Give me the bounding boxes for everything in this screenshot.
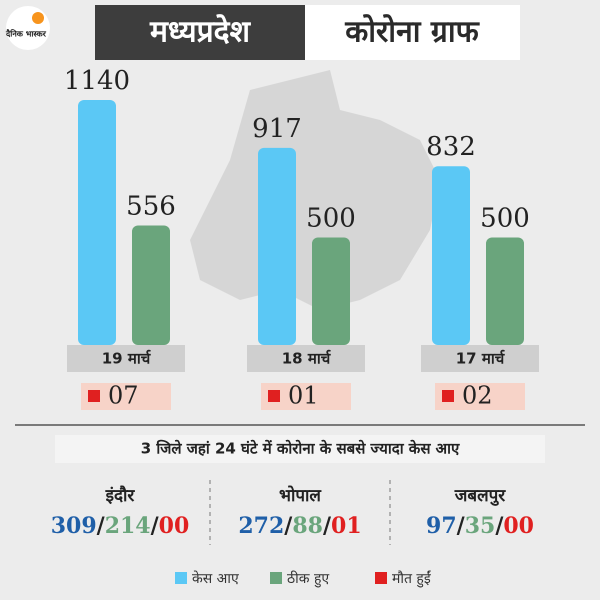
- district-value: 35: [465, 513, 496, 539]
- legend-label: मौत हुईं: [392, 570, 432, 588]
- bar: [486, 237, 524, 345]
- date-box: [421, 345, 539, 372]
- death-label: 02: [462, 382, 493, 410]
- legend-swatch: [270, 572, 282, 584]
- bar: [78, 100, 116, 345]
- value-label: 832: [426, 132, 476, 162]
- date-box: [67, 345, 185, 372]
- district-value: 272: [238, 513, 284, 539]
- header-title-box: [305, 5, 520, 60]
- death-marker: [442, 390, 454, 402]
- district-title-box: [55, 435, 545, 463]
- separator: /: [495, 513, 504, 539]
- value-label: 556: [126, 192, 176, 222]
- header-region-box: [95, 5, 305, 60]
- district-value: 01: [331, 513, 362, 539]
- district-name: भोपाल: [279, 485, 322, 506]
- district-value: 88: [292, 513, 323, 539]
- bar: [258, 147, 296, 345]
- date-label: 18 मार्च: [282, 350, 332, 368]
- header-region: मध्यप्रदेश: [149, 14, 252, 50]
- value-label: 500: [480, 204, 530, 234]
- death-label: 07: [108, 382, 139, 410]
- logo-badge: [6, 6, 50, 50]
- death-marker: [268, 390, 280, 402]
- logo-sun: [32, 12, 44, 24]
- date-label: 19 मार्च: [102, 350, 152, 368]
- death-marker: [88, 390, 100, 402]
- district-title: 3 जिले जहां 24 घंटे में कोरोना के सबसे ज…: [141, 440, 460, 458]
- value-label: 917: [252, 114, 302, 144]
- legend-swatch: [175, 572, 187, 584]
- separator: /: [97, 513, 106, 539]
- legend-label: ठीक हुए: [287, 570, 329, 588]
- bar: [312, 237, 350, 345]
- separator: /: [323, 513, 332, 539]
- value-label: 500: [306, 204, 356, 234]
- district-stats: 97/35/00: [426, 513, 534, 539]
- logo-text: दैनिक भास्कर: [5, 29, 47, 39]
- district-value: 309: [51, 513, 97, 539]
- date-label: 17 मार्च: [456, 350, 506, 368]
- date-box: [247, 345, 365, 372]
- legend-swatch: [375, 572, 387, 584]
- value-label: 1140: [64, 66, 130, 96]
- header-title: कोरोना ग्राफ: [344, 14, 480, 50]
- death-label: 01: [288, 382, 319, 410]
- district-stats: 309/214/00: [51, 513, 190, 539]
- map-silhouette: [190, 70, 440, 310]
- bar: [132, 225, 170, 345]
- separator: /: [457, 513, 466, 539]
- separator: /: [284, 513, 293, 539]
- district-value: 97: [426, 513, 457, 539]
- district-value: 00: [503, 513, 534, 539]
- district-name: जबलपुर: [454, 486, 507, 506]
- district-stats: 272/88/01: [238, 513, 361, 539]
- district-name: इंदौर: [105, 485, 136, 506]
- separator: /: [151, 513, 160, 539]
- bar: [432, 166, 470, 345]
- district-value: 00: [159, 513, 190, 539]
- district-value: 214: [105, 513, 151, 539]
- legend-label: केस आए: [192, 570, 239, 587]
